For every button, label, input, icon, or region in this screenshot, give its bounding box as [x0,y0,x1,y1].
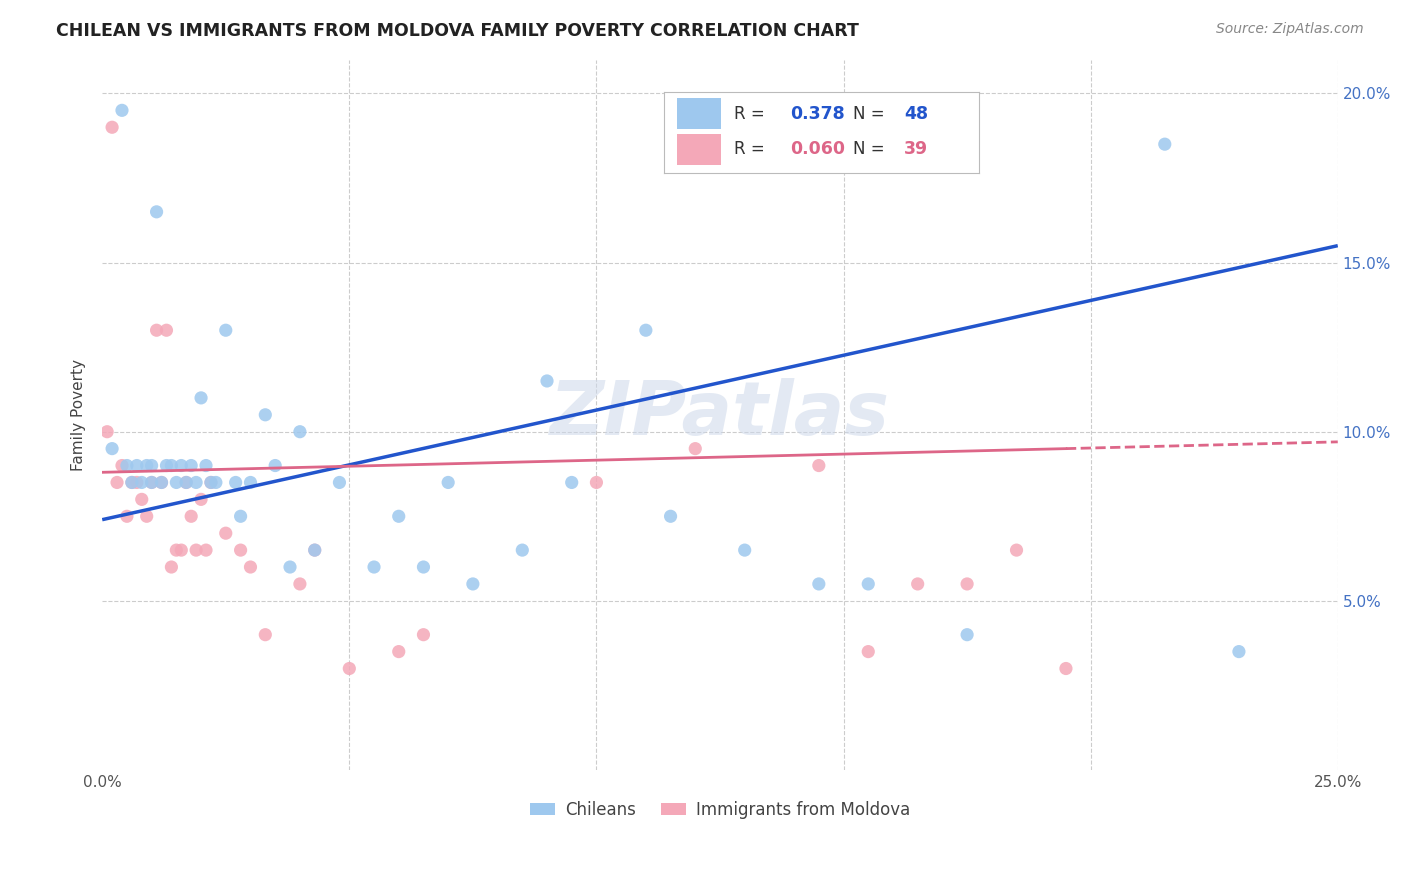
Text: Source: ZipAtlas.com: Source: ZipAtlas.com [1216,22,1364,37]
Point [165,475,187,490]
Point [155,458,177,473]
Point [288,425,311,439]
Point [264,458,287,473]
Point [174,475,197,490]
Point [585,475,607,490]
Point [659,509,682,524]
Point [190,492,212,507]
Point [536,374,558,388]
Point [155,323,177,337]
Text: ZIPatlas: ZIPatlas [550,378,890,451]
Point [634,323,657,337]
Point [858,644,880,658]
Point [105,475,128,490]
Point [412,628,434,642]
Point [131,475,153,490]
Point [561,475,583,490]
Point [184,475,207,490]
Point [1054,661,1077,675]
Point [254,408,277,422]
Point [388,509,411,524]
Point [125,475,148,490]
Point [685,442,707,456]
Point [115,458,138,473]
Point [254,628,277,642]
Point [184,543,207,558]
Point [437,475,460,490]
Point [141,475,163,490]
Point [160,560,183,574]
Point [180,509,202,524]
Point [131,492,153,507]
Point [229,509,252,524]
Point [115,509,138,524]
Point [170,458,193,473]
Point [807,577,830,591]
Point [150,475,173,490]
Point [412,560,434,574]
Point [907,577,929,591]
Y-axis label: Family Poverty: Family Poverty [72,359,86,471]
Point [135,458,157,473]
Point [145,323,167,337]
Point [101,120,124,135]
Point [121,475,143,490]
Point [141,458,163,473]
Point [135,509,157,524]
Point [1227,644,1250,658]
Point [239,560,262,574]
Point [150,475,173,490]
Point [111,103,134,118]
Point [141,475,163,490]
Point [1153,137,1175,152]
Point [195,543,218,558]
Point [225,475,247,490]
Point [200,475,222,490]
Point [328,475,350,490]
Point [337,661,360,675]
Point [96,425,118,439]
Point [145,204,167,219]
Point [165,543,187,558]
Point [461,577,484,591]
Point [174,475,197,490]
Point [170,543,193,558]
Point [858,577,880,591]
Point [734,543,756,558]
Point [288,577,311,591]
Point [180,458,202,473]
Point [190,391,212,405]
Point [205,475,228,490]
Point [200,475,222,490]
Point [239,475,262,490]
Point [101,442,124,456]
Point [121,475,143,490]
Point [807,458,830,473]
Point [304,543,326,558]
Point [1005,543,1028,558]
Point [510,543,533,558]
Point [215,526,238,541]
Point [278,560,301,574]
Point [363,560,385,574]
Point [304,543,326,558]
Legend: Chileans, Immigrants from Moldova: Chileans, Immigrants from Moldova [523,794,917,826]
Point [125,458,148,473]
Point [160,458,183,473]
Point [195,458,218,473]
Point [956,628,979,642]
Point [215,323,238,337]
Point [111,458,134,473]
Text: CHILEAN VS IMMIGRANTS FROM MOLDOVA FAMILY POVERTY CORRELATION CHART: CHILEAN VS IMMIGRANTS FROM MOLDOVA FAMIL… [56,22,859,40]
Point [229,543,252,558]
Point [388,644,411,658]
Point [956,577,979,591]
